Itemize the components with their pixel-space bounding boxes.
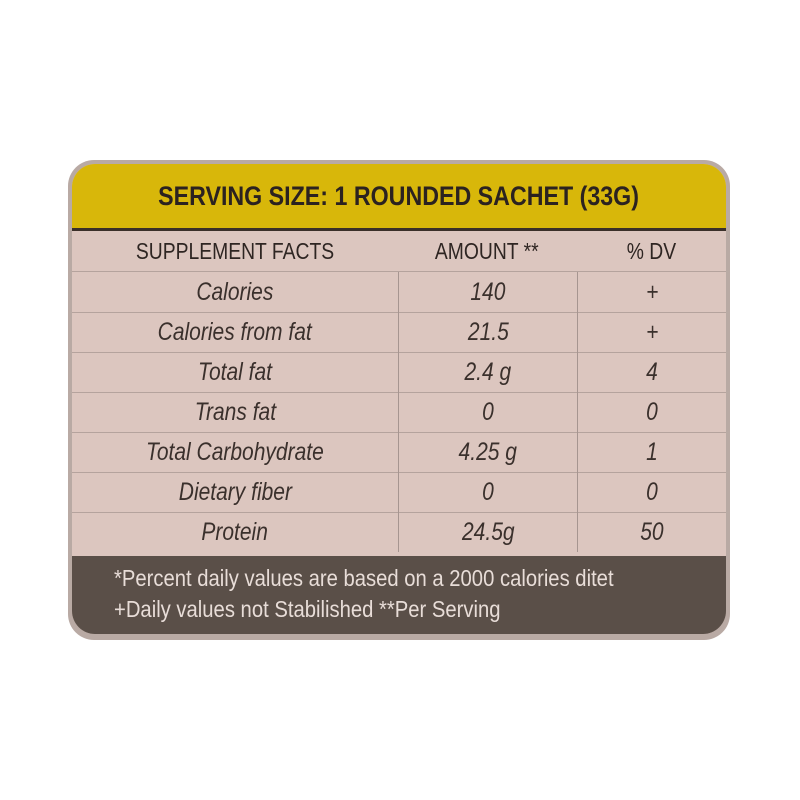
nutrient-dv: 4 [577,352,726,392]
label-body: SERVING SIZE: 1 ROUNDED SACHET (33G) SUP… [72,164,726,634]
nutrient-amount: 0 [398,472,577,512]
nutrient-dv: 0 [577,392,726,432]
nutrient-dv: 1 [577,432,726,472]
nutrient-name: Dietary fiber [178,477,292,506]
nutrient-amount: 2.4 g [398,352,577,392]
footnote-daily-values: *Percent daily values are based on a 200… [114,565,614,591]
nutrient-dv: + [577,272,726,312]
header-supplement-facts: SUPPLEMENT FACTS [135,237,335,264]
nutrient-amount: 0 [398,392,577,432]
table-header-row: SUPPLEMENT FACTS AMOUNT ** % DV [72,231,726,272]
table-row: Trans fat 0 0 [72,392,726,433]
table-row: Dietary fiber 0 0 [72,472,726,513]
nutrient-name: Protein [201,517,269,546]
table-row: Calories 140 + [72,272,726,313]
nutrient-amount: 140 [398,272,577,312]
table-row: Calories from fat 21.5 + [72,312,726,353]
nutrient-dv: 0 [577,472,726,512]
nutrient-dv: 50 [577,512,726,552]
nutrient-amount: 4.25 g [398,432,577,472]
header-dv: % DV [626,237,676,264]
serving-size-header: SERVING SIZE: 1 ROUNDED SACHET (33G) [72,164,726,231]
nutrient-dv: + [577,312,726,352]
serving-size-text: SERVING SIZE: 1 ROUNDED SACHET (33G) [158,180,640,211]
header-amount: AMOUNT ** [435,237,539,264]
nutrient-amount: 21.5 [398,312,577,352]
footnote-not-established: +Daily values not Stabilished **Per Serv… [114,596,501,622]
table-row: Protein 24.5g 50 [72,512,726,552]
nutrient-name: Trans fat [194,397,276,426]
supplement-facts-label: SERVING SIZE: 1 ROUNDED SACHET (33G) SUP… [68,160,730,640]
nutrient-name: Calories [196,277,274,306]
nutrient-name: Total Carbohydrate [146,437,324,466]
footnotes: *Percent daily values are based on a 200… [72,556,726,634]
nutrient-name: Total fat [198,357,272,386]
nutrient-amount: 24.5g [398,512,577,552]
nutrient-name: Calories from fat [157,317,313,346]
